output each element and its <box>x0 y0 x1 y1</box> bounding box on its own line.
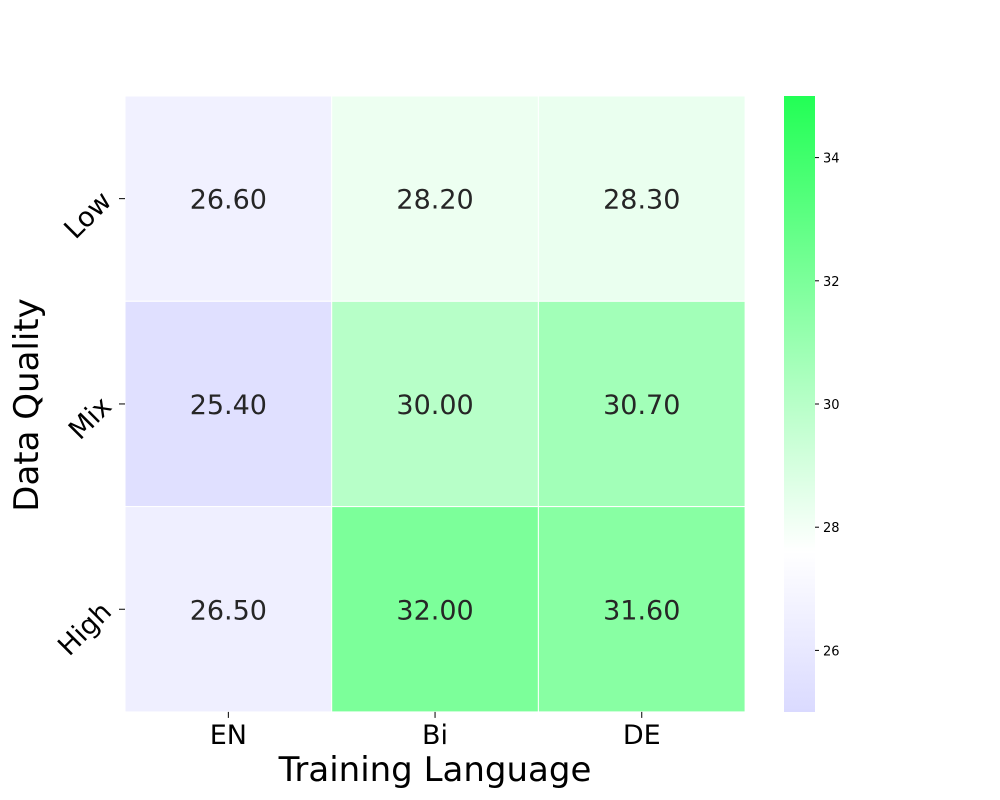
colorbar-tick-label: 32 <box>823 275 840 290</box>
cell-value-label: 30.00 <box>396 390 473 421</box>
colorbar: 26 28 30 32 34 <box>784 96 840 712</box>
cell-value-label: 31.60 <box>603 595 680 626</box>
heatmap-cell <box>124 300 333 508</box>
x-tick-label: DE <box>623 720 661 751</box>
heatmap-cell <box>331 95 539 302</box>
heatmap-cell <box>331 506 539 713</box>
colorbar-tick-label: 30 <box>823 398 840 413</box>
cell-value-label: 30.70 <box>603 390 680 421</box>
y-axis-label: Data Quality <box>7 298 47 511</box>
heatmap-cells: 26.60 28.20 28.30 25.40 30.00 30.70 26.50 32.00… <box>124 95 746 713</box>
x-tick-label: Bi <box>422 720 448 751</box>
y-tick-label: High <box>52 596 118 662</box>
y-tick-label: Mix <box>63 391 118 446</box>
colorbar-bar <box>784 96 815 712</box>
y-tick-label: Low <box>58 186 118 246</box>
cell-value-label: 26.50 <box>190 595 267 626</box>
y-axis-ticks: Low Mix High <box>52 186 125 662</box>
cell-value-label: 32.00 <box>396 595 473 626</box>
cell-value-label: 25.40 <box>190 390 267 421</box>
x-axis-label: Training Language <box>278 750 592 790</box>
colorbar-tick-label: 26 <box>823 644 840 659</box>
colorbar-tick-label: 28 <box>823 521 840 536</box>
heatmap-cell <box>537 300 746 508</box>
heatmap-cell <box>537 95 746 302</box>
heatmap-cell <box>331 300 539 508</box>
x-axis-ticks: EN Bi DE <box>210 711 661 751</box>
cell-value-label: 26.60 <box>190 185 267 216</box>
heatmap-cell <box>124 506 333 713</box>
cell-value-label: 28.30 <box>603 185 680 216</box>
colorbar-tick-label: 34 <box>823 152 840 167</box>
cell-value-label: 28.20 <box>396 185 473 216</box>
x-tick-label: EN <box>210 720 247 751</box>
heatmap-cell <box>124 95 333 302</box>
